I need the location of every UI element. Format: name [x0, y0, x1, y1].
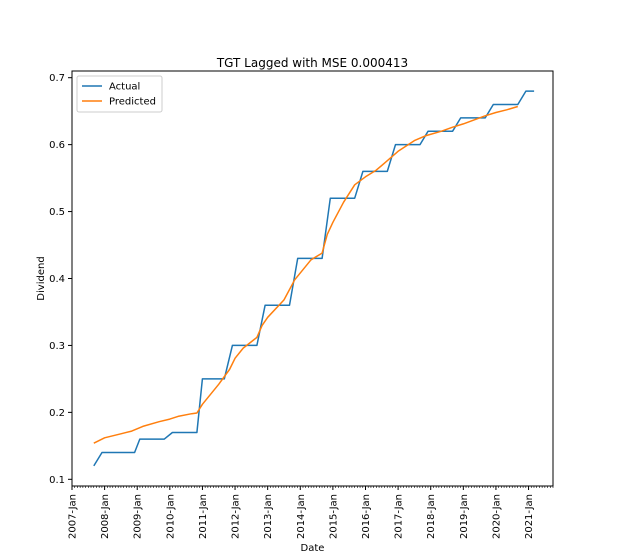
chart-title: TGT Lagged with MSE 0.000413: [216, 56, 408, 70]
x-axis-label: Date: [301, 543, 325, 554]
legend-label-actual: Actual: [109, 82, 140, 93]
x-tick-label: 2012-Jan: [231, 494, 242, 539]
x-axis: 2007-Jan 2008-Jan 2009-Jan 2010-Jan 2011-Jan…: [68, 486, 554, 539]
series-line-predicted: [93, 105, 519, 444]
plot-area: [71, 70, 554, 487]
x-tick-label: 2010-Jan: [165, 494, 176, 539]
x-tick-label: 2015-Jan: [328, 494, 339, 539]
x-tick-label: 2021-Jan: [524, 494, 535, 539]
y-tick-label: 0.3: [49, 341, 65, 352]
x-tick-label: 2009-Jan: [133, 494, 144, 539]
legend-label-predicted: Predicted: [109, 97, 156, 108]
y-tick-label: 0.2: [49, 408, 65, 419]
y-axis: 0.1 0.2 0.3 0.4 0.5 0.6 0.7: [49, 73, 72, 486]
x-tick-label: 2016-Jan: [361, 494, 372, 539]
x-tick-label: 2013-Jan: [263, 494, 274, 539]
y-tick-label: 0.7: [49, 73, 65, 84]
y-tick-label: 0.4: [49, 274, 65, 285]
y-tick-label: 0.5: [49, 207, 65, 218]
series-layer: [93, 90, 535, 467]
x-tick-label: 2007-Jan: [68, 494, 79, 539]
x-tick-label: 2011-Jan: [198, 494, 209, 539]
x-tick-label: 2019-Jan: [459, 494, 470, 539]
y-tick-label: 0.1: [49, 475, 65, 486]
legend-box: [76, 75, 163, 113]
x-tick-label: 2008-Jan: [100, 494, 111, 539]
legend: Actual Predicted: [76, 75, 163, 113]
plot-frame: [71, 70, 554, 487]
series-line-actual: [93, 90, 535, 467]
x-tick-label: 2018-Jan: [426, 494, 437, 539]
y-axis-label: Dividend: [36, 256, 47, 300]
x-tick-label: 2014-Jan: [296, 494, 307, 539]
x-tick-label: 2017-Jan: [394, 494, 405, 539]
y-tick-label: 0.6: [49, 140, 65, 151]
x-tick-label: 2020-Jan: [491, 494, 502, 539]
